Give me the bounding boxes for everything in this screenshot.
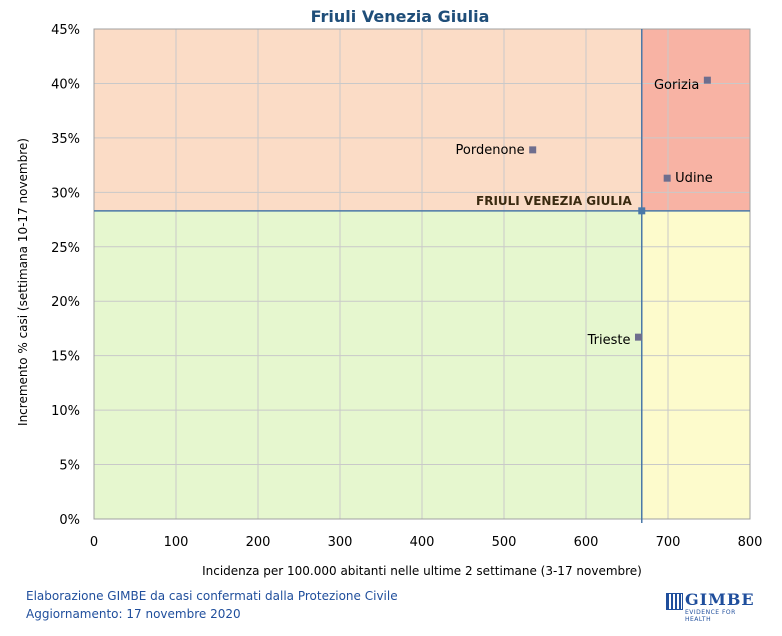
point-marker: [529, 146, 537, 154]
reference-point-marker: [638, 207, 646, 215]
x-tick-label: 600: [574, 535, 599, 550]
quadrant-backgrounds: [94, 29, 750, 519]
gimbe-logo-icon: [666, 593, 683, 610]
y-tick-label: 30%: [51, 186, 80, 201]
y-tick-label: 40%: [51, 77, 80, 92]
x-axis-label: Incidenza per 100.000 abitanti nelle ult…: [202, 564, 642, 578]
x-tick-label: 400: [410, 535, 435, 550]
y-tick-label: 45%: [51, 23, 80, 38]
y-tick-label: 15%: [51, 350, 80, 365]
footer-updated: Aggiornamento: 17 novembre 2020: [26, 607, 241, 621]
quadrant-top-right: [641, 29, 750, 211]
y-tick-label: 20%: [51, 295, 80, 310]
plot-border: [93, 28, 751, 520]
point-label: Udine: [675, 171, 713, 186]
point-label: Pordenone: [456, 143, 525, 158]
quadrant-top-left: [94, 29, 642, 211]
point-marker: [634, 333, 642, 341]
y-tick-label: 10%: [51, 404, 80, 419]
gimbe-logo: GIMBE EVIDENCE FOR HEALTH: [666, 590, 756, 623]
reference-point-label: FRIULI VENEZIA GIULIA: [476, 194, 632, 208]
point-marker: [663, 174, 671, 182]
chart-title: Friuli Venezia Giulia: [311, 7, 490, 26]
chart: Friuli Venezia Giulia 0% 5% 10% 15% 20% 25% 30…: [16, 7, 763, 578]
x-tick-label: 500: [492, 535, 517, 550]
y-tick-label: 35%: [51, 132, 80, 147]
x-tick-label: 300: [328, 535, 353, 550]
y-tick-label: 25%: [51, 241, 80, 256]
data-points: FRIULI VENEZIA GIULIA Gorizia Pordenone Udi…: [456, 76, 713, 348]
x-axis-ticks: 0 100 200 300 400 500 600 700 800: [90, 535, 763, 550]
point-label: Trieste: [587, 333, 631, 348]
x-tick-label: 200: [246, 535, 271, 550]
footer-source: Elaborazione GIMBE da casi confermati da…: [26, 589, 398, 603]
x-tick-label: 700: [656, 535, 681, 550]
grid-lines: [93, 28, 751, 520]
quadrant-bottom-right: [641, 210, 750, 519]
y-axis-ticks: 0% 5% 10% 15% 20% 25% 30% 35% 40% 45%: [51, 23, 80, 528]
x-tick-label: 0: [90, 535, 98, 550]
x-tick-label: 800: [738, 535, 763, 550]
x-tick-label: 100: [164, 535, 189, 550]
y-tick-label: 0%: [59, 513, 80, 528]
gimbe-logo-tagline: EVIDENCE FOR HEALTH: [685, 609, 736, 623]
y-axis-label: Incremento % casi (settimana 10-17 novem…: [16, 138, 30, 426]
gimbe-logo-name: GIMBE: [685, 590, 755, 609]
y-tick-label: 5%: [59, 459, 80, 474]
point-label: Gorizia: [654, 78, 699, 93]
point-marker: [703, 76, 711, 84]
quadrant-bottom-left: [94, 210, 642, 519]
